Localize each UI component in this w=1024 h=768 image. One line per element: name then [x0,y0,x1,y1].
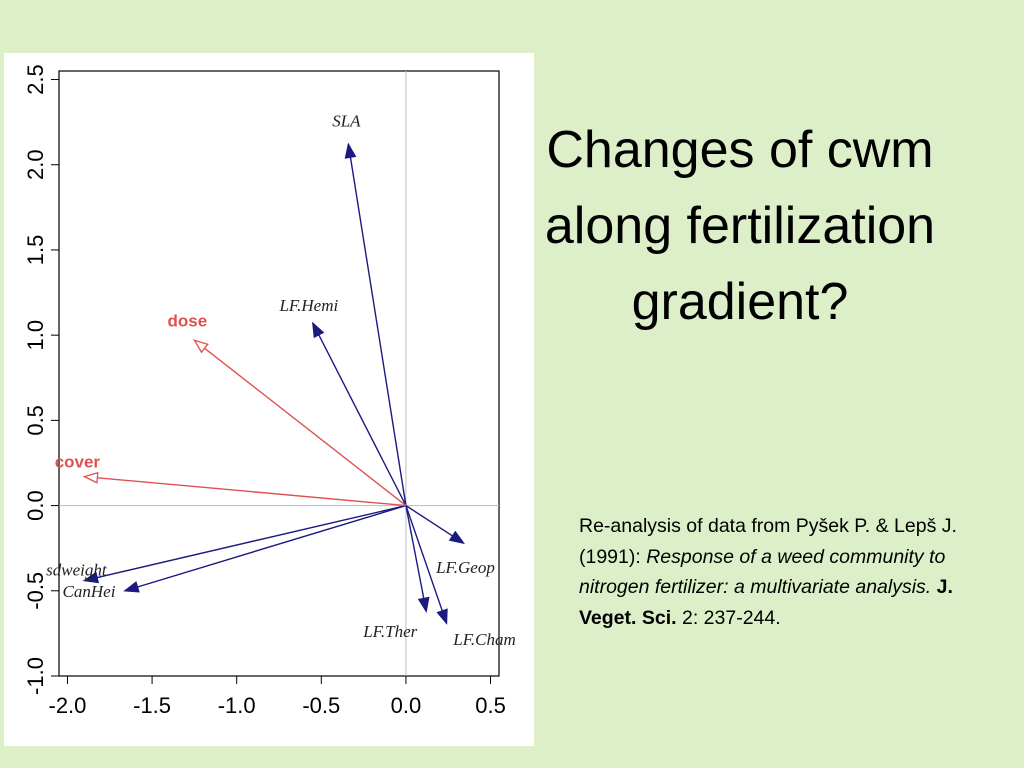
x-tick-label: -2.0 [49,693,87,718]
arrowhead-sdweight [82,571,100,584]
x-tick-label: -0.5 [302,693,340,718]
arrowhead-lf-geop [448,530,465,545]
arrowhead-lf-hemi [312,321,325,339]
y-tick-label: 2.0 [23,149,48,180]
ordination-biplot: -2.0 -1.5 -1.0 -0.5 0.0 0.5 -1.0 -0.5 0.0 0.5 1.0… [23,64,516,718]
vector-label-canhei: CanHei [63,582,116,601]
citation-text: Re-analysis of data from Pyšek P. & Lepš… [579,511,1004,633]
x-tick-label: -1.0 [218,693,256,718]
x-tick-label: -1.5 [133,693,171,718]
vector-line-lf-hemi [312,322,407,506]
y-tick-label: -1.0 [23,657,48,695]
x-tick-label: 0.5 [475,693,506,718]
vector-line-sdweight [84,504,407,582]
arrowhead-lf-cham [436,608,448,625]
y-tick-label: 0.0 [23,490,48,521]
y-tick-label: 1.5 [23,235,48,266]
y-tick-label: 0.5 [23,405,48,436]
arrowhead-cover [82,471,99,484]
y-tick-label: -0.5 [23,572,48,610]
arrowhead-lf-ther [417,596,430,614]
vector-label-lf-hemi: LF.Hemi [278,296,338,315]
vector-line-lf-cham [405,505,448,624]
vector-label-dose: dose [168,311,208,330]
y-tick-label: 2.5 [23,64,48,95]
slide-title: Changes of cwm along fertilization gradi… [544,121,936,331]
vector-line-canhei [124,504,407,592]
x-tick-label: 0.0 [391,693,422,718]
vector-label-lf-ther: LF.Ther [362,622,417,641]
citation-journal: J. Veget. Sci. [579,576,953,629]
vector-line-sla [347,144,407,506]
arrowhead-dose [192,339,209,354]
y-tick-label: 1.0 [23,320,48,351]
plot-frame [58,70,500,677]
citation-volume-pages: 2: 237-244. [676,606,781,629]
arrowhead-canhei [123,581,140,593]
vector-label-sdweight: sdweight [46,561,108,580]
arrowhead-sla [344,142,357,159]
citation-prefix: Re-analysis of data from Pyšek P. & Lepš… [579,515,957,568]
biplot-panel: -2.0 -1.5 -1.0 -0.5 0.0 0.5 -1.0 -0.5 0.0 0.5 1.0… [4,53,534,746]
vector-label-sla: SLA [332,111,361,130]
vector-label-lf-cham: LF.Cham [452,630,516,649]
vector-line-lf-ther [405,505,427,612]
citation-article-title: Response of a weed community to nitrogen… [579,545,946,599]
vector-label-lf-geop: LF.Geop [435,558,495,577]
vector-line-cover [97,477,406,507]
vector-label-cover: cover [55,453,101,472]
vector-line-dose [204,347,407,507]
